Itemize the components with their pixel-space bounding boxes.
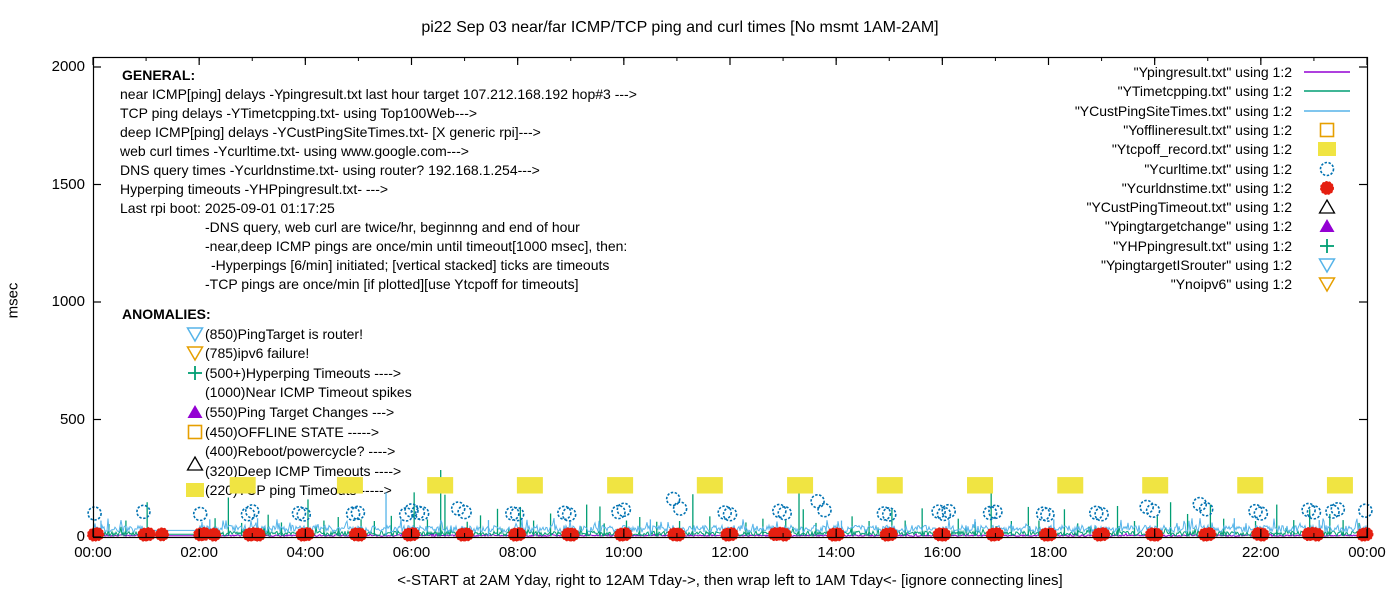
- triangle-up-filled-icon: [186, 403, 204, 421]
- x-axis-label: <-START at 2AM Yday, right to 12AM Tday-…: [397, 572, 1063, 589]
- x-tick-label: 14:00: [817, 544, 855, 561]
- general-line: DNS query times -Ycurldnstime.txt- using…: [120, 162, 540, 178]
- legend-label: "Yofflineresult.txt" using 1:2: [1123, 121, 1292, 138]
- legend-triangle-down-open-icon: [1299, 275, 1357, 293]
- general-line: -Hyperpings [6/min] initiated; [vertical…: [211, 257, 610, 273]
- general-line: web curl times -Ycurltime.txt- using www…: [120, 143, 469, 159]
- legend-label: "YHPpingresult.txt" using 1:2: [1113, 237, 1292, 254]
- anomaly-line: (450)OFFLINE STATE ----->: [205, 423, 380, 440]
- legend-label: "YpingtargetISrouter" using 1:2: [1100, 257, 1292, 273]
- legend-label: "Ypingtargetchange" using 1:2: [1104, 218, 1292, 235]
- triangle-down-open-icon: [186, 344, 204, 362]
- y-tick-label: 2000: [51, 58, 85, 75]
- legend-square-filled-icon: [1299, 140, 1357, 158]
- anomaly-line: ANOMALIES:: [122, 306, 211, 322]
- general-line: Last rpi boot: 2025-09-01 01:17:25: [120, 200, 335, 216]
- x-tick-label: 20:00: [1135, 544, 1174, 561]
- legend-label: "Ypingresult.txt" using 1:2: [1133, 64, 1292, 80]
- legend-circle-open-icon: [1299, 160, 1357, 178]
- legend-triangle-up-open-icon: [1299, 198, 1357, 216]
- plus-icon: [186, 364, 204, 382]
- y-tick-label: 1500: [51, 175, 85, 193]
- legend-label: "Ynoipv6" using 1:2: [1170, 276, 1292, 293]
- x-tick-label: 06:00: [392, 544, 431, 561]
- square-open-icon: [186, 423, 204, 441]
- y-axis-label: msec: [4, 282, 22, 319]
- x-tick-label: 22:00: [1242, 544, 1280, 561]
- general-line: TCP ping delays -YTimetcpping.txt- using…: [120, 105, 478, 121]
- legend-line-icon: [1299, 63, 1357, 81]
- legend-label: "Ycurldnstime.txt" using 1:2: [1121, 179, 1292, 196]
- x-tick-label: 18:00: [1029, 544, 1068, 561]
- legend-plus-icon: [1299, 237, 1357, 255]
- legend-label: "YCustPingSiteTimes.txt" using 1:2: [1074, 102, 1292, 119]
- x-tick-label: 10:00: [605, 544, 643, 561]
- x-tick-label: 04:00: [286, 544, 325, 561]
- triangle-up-open-icon: [186, 455, 204, 473]
- legend-label: "YTimetcpping.txt" using 1:2: [1117, 83, 1292, 100]
- x-tick-label: 02:00: [180, 544, 218, 561]
- general-line: deep ICMP[ping] delays -YCustPingSiteTim…: [120, 124, 541, 140]
- y-tick-label: 500: [59, 410, 85, 428]
- anomaly-line: (785)ipv6 failure!: [205, 345, 310, 362]
- legend-circle-filled-icon: [1299, 179, 1357, 197]
- chart-title: pi22 Sep 03 near/far ICMP/TCP ping and c…: [421, 19, 939, 36]
- legend-line-icon: [1299, 102, 1357, 120]
- x-tick-label: 16:00: [923, 544, 962, 561]
- general-line: Hyperping timeouts -YHPpingresult.txt- -…: [120, 181, 389, 197]
- anomaly-line: (500+)Hyperping Timeouts ---->: [205, 364, 402, 381]
- anomaly-line: (850)PingTarget is router!: [205, 325, 363, 342]
- anomaly-line: (400)Reboot/powercycle? ---->: [205, 443, 396, 460]
- x-tick-label: 12:00: [711, 544, 749, 561]
- square-filled-icon: [186, 481, 204, 499]
- anomaly-line: (320)Deep ICMP Timeouts ---->: [205, 462, 402, 479]
- legend-label: "Ytcpoff_record.txt" using 1:2: [1111, 141, 1292, 158]
- general-line: -DNS query, web curl are twice/hr, begin…: [205, 219, 580, 235]
- legend-label: "YCustPingTimeout.txt" using 1:2: [1086, 199, 1292, 216]
- x-tick-label: 08:00: [498, 544, 537, 561]
- anomaly-line: (220)TCP ping Timeouts ----->: [205, 482, 392, 499]
- y-tick-label: 0: [76, 528, 85, 545]
- general-line: -near,deep ICMP pings are once/min until…: [205, 238, 628, 254]
- x-tick-label: 00:00: [1348, 544, 1386, 561]
- anomaly-line: (1000)Near ICMP Timeout spikes: [205, 384, 412, 401]
- general-line: -TCP pings are once/min [if plotted][use…: [205, 276, 579, 292]
- general-line: near ICMP[ping] delays -Ypingresult.txt …: [120, 86, 637, 102]
- general-line: GENERAL:: [122, 67, 196, 83]
- legend-triangle-down-open-icon: [1299, 256, 1357, 274]
- legend-label: "Ycurltime.txt" using 1:2: [1144, 160, 1292, 177]
- x-tick-label: 00:00: [74, 544, 112, 561]
- y-tick-label: 1000: [51, 293, 85, 310]
- legend-line-icon: [1299, 82, 1357, 100]
- legend-triangle-up-filled-icon: [1299, 217, 1357, 235]
- triangle-down-open-icon: [186, 325, 204, 343]
- anomaly-line: (550)Ping Target Changes --->: [205, 404, 395, 420]
- legend-square-open-icon: [1299, 121, 1357, 139]
